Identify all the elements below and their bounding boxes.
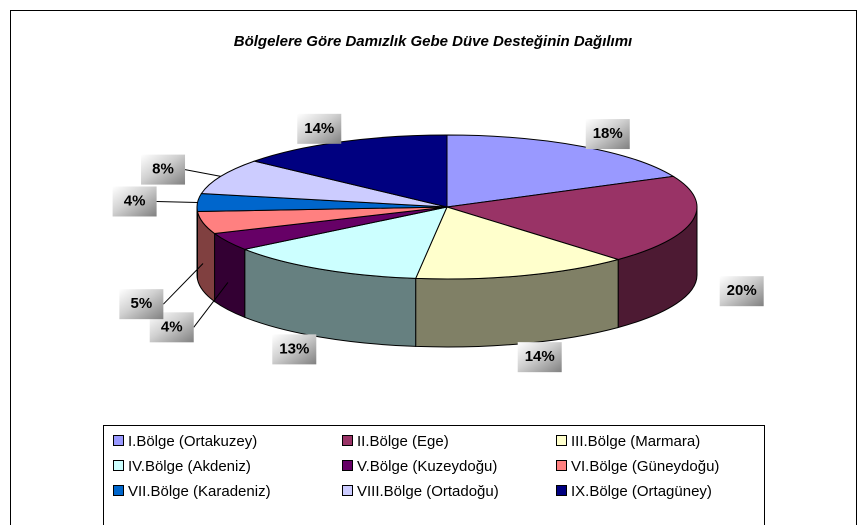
- legend-label: VI.Bölge (Güneydoğu): [571, 458, 719, 475]
- legend-label: II.Bölge (Ege): [357, 433, 449, 450]
- data-label: 18%: [593, 125, 623, 142]
- legend-swatch: [343, 436, 353, 446]
- data-label: 14%: [525, 348, 555, 365]
- legend-label: V.Bölge (Kuzeydoğu): [357, 458, 497, 475]
- data-label: 4%: [161, 318, 183, 335]
- legend-swatch: [557, 436, 567, 446]
- legend-label: VIII.Bölge (Ortadoğu): [357, 483, 499, 500]
- legend-swatch: [114, 436, 124, 446]
- legend-label: IV.Bölge (Akdeniz): [128, 458, 251, 475]
- data-label: 20%: [727, 282, 757, 299]
- legend-label: III.Bölge (Marmara): [571, 433, 700, 450]
- data-label: 14%: [304, 120, 334, 137]
- legend-swatch: [343, 486, 353, 496]
- legend-swatch: [343, 461, 353, 471]
- data-label: 4%: [124, 192, 146, 209]
- legend-swatch: [114, 486, 124, 496]
- legend-swatch: [557, 486, 567, 496]
- legend-swatch: [557, 461, 567, 471]
- legend-label: IX.Bölge (Ortagüney): [571, 483, 712, 500]
- data-label: 5%: [131, 295, 153, 312]
- legend-label: I.Bölge (Ortakuzey): [128, 433, 257, 450]
- data-label: 13%: [279, 340, 309, 357]
- data-label: 8%: [152, 161, 174, 178]
- legend-swatch: [114, 461, 124, 471]
- chart-title: Bölgelere Göre Damızlık Gebe Düve Desteğ…: [234, 33, 632, 50]
- legend-label: VII.Bölge (Karadeniz): [128, 483, 271, 500]
